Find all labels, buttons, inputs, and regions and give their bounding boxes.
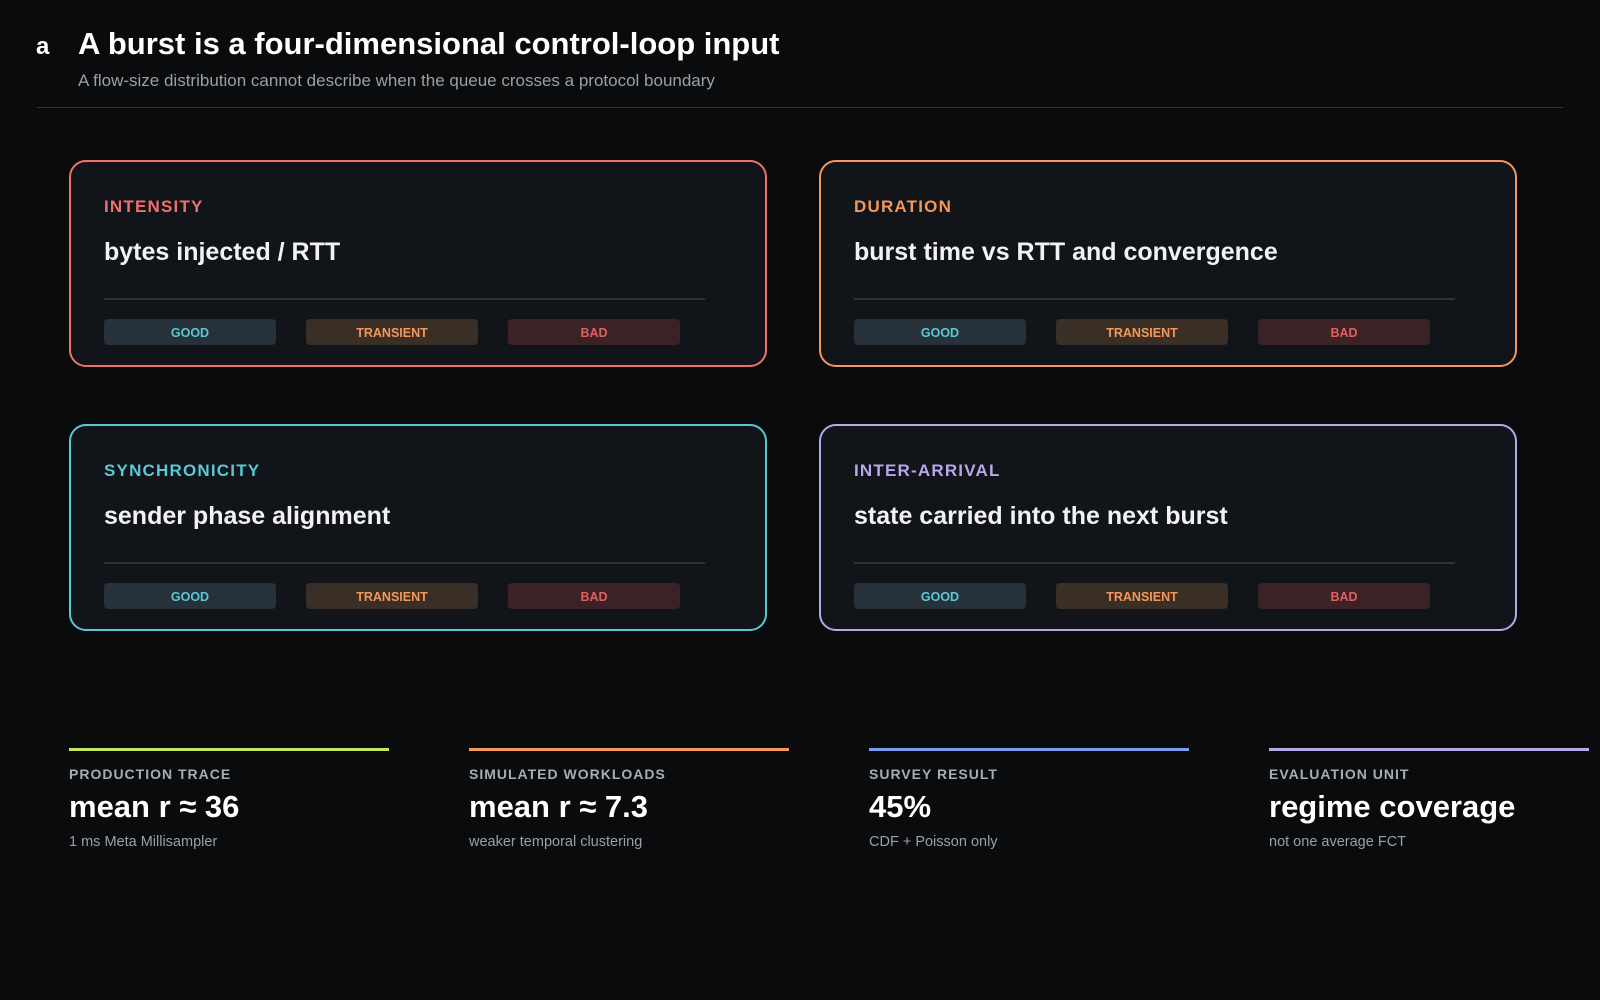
stat-note: 1 ms Meta Millisampler <box>69 834 218 850</box>
stat-label: SURVEY RESULT <box>869 766 998 782</box>
card-description: bytes injected / RTT <box>104 238 341 266</box>
stat-value: 45% <box>869 789 932 824</box>
stat-label: PRODUCTION TRACE <box>69 766 232 782</box>
stat-note: not one average FCT <box>1269 834 1407 850</box>
card-divider <box>854 298 1455 300</box>
regime-pill: TRANSIENT <box>1056 583 1228 609</box>
card: INTENSITY bytes injected / RTT GOOD TRANSIE… <box>69 160 767 367</box>
stat-value: regime coverage <box>1269 789 1516 824</box>
regime-pill: BAD <box>508 583 680 609</box>
card-label: INTER-ARRIVAL <box>854 461 1001 480</box>
card-description: state carried into the next burst <box>854 502 1228 530</box>
panel-label: a <box>36 33 50 60</box>
stat-accent <box>469 748 789 751</box>
stat-label: EVALUATION UNIT <box>1269 766 1410 782</box>
divider <box>37 107 1563 108</box>
card-divider <box>104 562 705 564</box>
regime-pill: BAD <box>508 319 680 345</box>
card-divider <box>104 298 705 300</box>
regime-pill: GOOD <box>104 319 276 345</box>
card-description: burst time vs RTT and convergence <box>854 238 1278 266</box>
regime-pill: GOOD <box>854 319 1026 345</box>
regime-pill: BAD <box>1258 583 1430 609</box>
stat-note: CDF + Poisson only <box>869 834 998 850</box>
card: SYNCHRONICITY sender phase alignment GOOD T… <box>69 424 767 631</box>
card-label: SYNCHRONICITY <box>104 461 261 480</box>
stat-accent <box>1269 748 1589 751</box>
regime-pill: BAD <box>1258 319 1430 345</box>
stat-value: mean r ≈ 36 <box>69 789 240 824</box>
stat-value: mean r ≈ 7.3 <box>469 789 648 824</box>
stat-accent <box>69 748 389 751</box>
card-label: INTENSITY <box>104 197 204 216</box>
stat-note: weaker temporal clustering <box>469 834 643 850</box>
stat-accent <box>869 748 1189 751</box>
card-label: DURATION <box>854 197 953 216</box>
regime-pill: TRANSIENT <box>1056 319 1228 345</box>
regime-pill: GOOD <box>104 583 276 609</box>
regime-pill: TRANSIENT <box>306 583 478 609</box>
regime-pill: GOOD <box>854 583 1026 609</box>
card: INTER-ARRIVAL state carried into the next… <box>819 424 1517 631</box>
card-description: sender phase alignment <box>104 502 391 530</box>
regime-pill: TRANSIENT <box>306 319 478 345</box>
card-divider <box>854 562 1455 564</box>
title: A burst is a four-dimensional control-lo… <box>78 26 780 61</box>
subtitle: A flow-size distribution cannot describe… <box>78 71 715 90</box>
card: DURATION burst time vs RTT and convergenc… <box>819 160 1517 367</box>
stat-label: SIMULATED WORKLOADS <box>469 766 666 782</box>
